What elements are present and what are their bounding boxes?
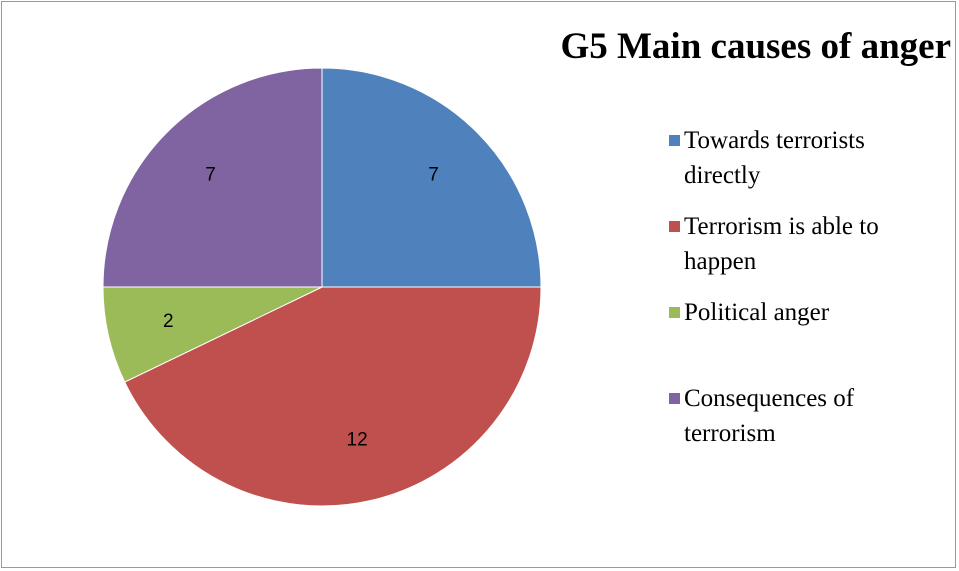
pie-data-labels: 7 12 2 7 [163, 165, 439, 451]
legend-label: Political anger [684, 299, 830, 326]
legend-label: Towards terrorists directly [684, 127, 865, 189]
legend-swatch [669, 307, 680, 318]
pie-slice-terrorism-is-able-to-happen [124, 286, 542, 507]
legend-swatch [669, 393, 680, 404]
chart-title: G5 Main causes of anger [560, 26, 951, 67]
pie-data-label: 12 [347, 430, 368, 451]
pie-slice-towards-terrorists-directly [321, 67, 542, 288]
legend-item-political-anger: Political anger [669, 298, 829, 330]
pie-slices [102, 67, 542, 507]
pie-slice-consequences-of-terrorism [102, 67, 323, 288]
legend-swatch [669, 135, 680, 146]
legend-label: Consequences of terrorism [684, 385, 855, 447]
legend-item-towards-terrorists: Towards terrorists directly [669, 126, 865, 193]
legend-item-consequences: Consequences of terrorism [669, 384, 854, 451]
pie-data-label: 2 [163, 311, 174, 332]
legend-label: Terrorism is able to happen [684, 213, 879, 275]
legend-item-terrorism-able: Terrorism is able to happen [669, 212, 879, 279]
legend-swatch [669, 221, 680, 232]
pie-data-label: 7 [428, 165, 439, 186]
pie-data-label: 7 [205, 165, 216, 186]
